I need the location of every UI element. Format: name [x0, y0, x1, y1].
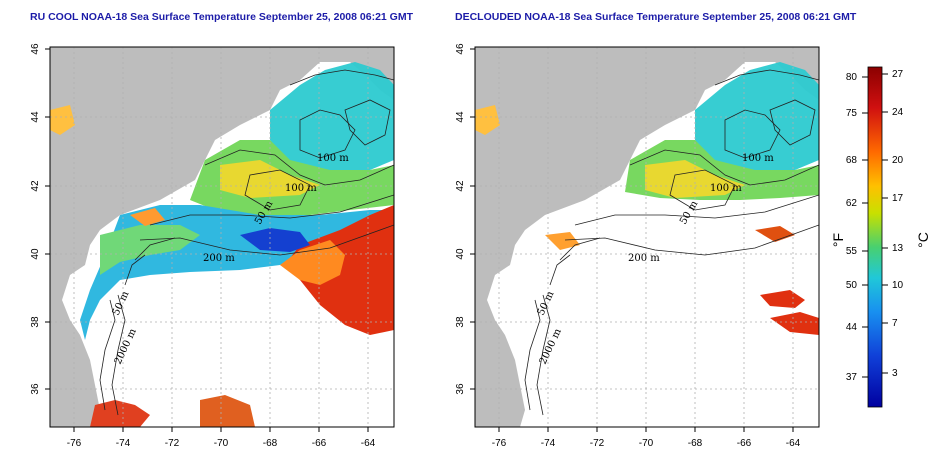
right-grid [475, 47, 819, 427]
y-tick-label: 38 [455, 316, 466, 328]
maine-coast-patch [50, 105, 75, 135]
x-tick-label: -68 [688, 438, 703, 449]
y-tick-label: 42 [455, 180, 466, 192]
y-tick-label: 38 [30, 316, 41, 328]
x-tick-label: -70 [639, 438, 654, 449]
fahrenheit-unit-label: °F [830, 233, 846, 247]
x-tick-label: -66 [312, 438, 327, 449]
x-tick-label: -70 [214, 438, 229, 449]
left-axis-ticks [45, 48, 369, 432]
right-map-title: DECLOUDED NOAA-18 Sea Surface Temperatur… [455, 11, 857, 23]
celsius-unit-label: °C [915, 232, 931, 248]
offshore-warm-patch-a [760, 290, 805, 308]
colorbar-gradient [867, 66, 883, 408]
x-tick-label: -72 [590, 438, 605, 449]
y-tick-label: 36 [455, 383, 466, 395]
offshore-warm-patch-b [770, 312, 819, 335]
gulf-of-maine-sst [270, 62, 394, 175]
gulf-of-maine-sst [695, 62, 819, 175]
celsius-tick-label: 7 [892, 318, 898, 329]
x-tick-label: -66 [737, 438, 752, 449]
colorbar-ticks [862, 73, 888, 378]
celsius-tick-label: 20 [892, 155, 904, 166]
offshore-patch-sst [200, 395, 255, 427]
land-mass [50, 47, 394, 427]
right-bathymetry-contours [524, 69, 819, 416]
shelf-edge-patch [545, 232, 580, 250]
fahrenheit-tick-label: 62 [846, 198, 858, 209]
contour-label-100m-a: 100 m [317, 153, 349, 164]
colorbar: 80 75 68 62 55 50 44 37 27 24 20 17 13 1… [830, 66, 931, 408]
contour-label-100m-b: 100 m [285, 183, 317, 194]
land-mass [475, 47, 819, 427]
contour-label-200m: 200 m [203, 253, 235, 264]
x-tick-label: -74 [116, 438, 131, 449]
fahrenheit-tick-label: 75 [846, 108, 858, 119]
celsius-tick-label: 10 [892, 280, 904, 291]
slope-blue-sst [240, 228, 310, 252]
cape-hatteras-sst [90, 400, 150, 427]
contour-label-100m-b: 100 m [710, 183, 742, 194]
y-tick-label: 46 [455, 43, 466, 55]
celsius-tick-label: 27 [892, 69, 904, 80]
maine-coast-patch [475, 105, 500, 135]
y-tick-label: 40 [30, 248, 41, 260]
western-warm-sst [130, 208, 165, 226]
offshore-warm-patch-c [755, 226, 795, 242]
fahrenheit-tick-label: 44 [846, 322, 858, 333]
x-tick-label: -72 [165, 438, 180, 449]
nearshore-sst [100, 225, 200, 275]
x-tick-label: -74 [541, 438, 556, 449]
celsius-tick-label: 24 [892, 107, 904, 118]
celsius-tick-label: 3 [892, 368, 898, 379]
right-map-frame [474, 46, 820, 428]
fahrenheit-tick-label: 80 [846, 72, 858, 83]
left-grid [50, 47, 394, 427]
y-tick-label: 36 [30, 383, 41, 395]
left-map: 100 m 100 m 50 m 200 m 50 m 2000 m -76 -… [30, 43, 395, 449]
fahrenheit-tick-label: 55 [846, 246, 858, 257]
y-tick-label: 46 [30, 43, 41, 55]
fahrenheit-tick-label: 37 [846, 372, 858, 383]
x-tick-label: -64 [361, 438, 376, 449]
right-map: 100 m 100 m 50 m 200 m 50 m 2000 m -76 -… [455, 43, 820, 449]
y-tick-label: 44 [455, 111, 466, 123]
contour-label-100m-a: 100 m [742, 153, 774, 164]
x-tick-label: -64 [786, 438, 801, 449]
x-tick-label: -76 [67, 438, 82, 449]
fahrenheit-tick-label: 50 [846, 280, 858, 291]
y-tick-label: 44 [30, 111, 41, 123]
gulf-stream-edge-sst [280, 240, 345, 285]
left-bathymetry-contours [99, 69, 394, 416]
y-tick-label: 42 [30, 180, 41, 192]
left-map-title: RU COOL NOAA-18 Sea Surface Temperature … [30, 11, 414, 23]
right-axis-ticks [470, 48, 794, 432]
y-tick-label: 40 [455, 248, 466, 260]
left-map-frame [49, 46, 395, 428]
x-tick-label: -76 [492, 438, 507, 449]
contour-label-200m: 200 m [628, 253, 660, 264]
celsius-tick-label: 13 [892, 243, 904, 254]
fahrenheit-tick-label: 68 [846, 155, 858, 166]
x-tick-label: -68 [263, 438, 278, 449]
celsius-tick-label: 17 [892, 193, 904, 204]
